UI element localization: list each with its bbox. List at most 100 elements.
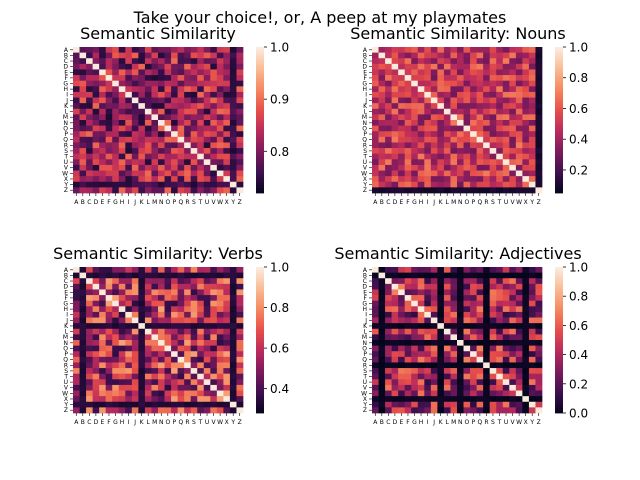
heatmap-cell [144, 97, 152, 104]
heatmap-cell [210, 103, 218, 110]
heatmap-cell [229, 97, 237, 104]
heatmap-cell [229, 187, 237, 194]
heatmap-cell [515, 334, 523, 341]
heatmap-cell [476, 47, 484, 53]
heatmap-cell [535, 63, 543, 70]
heatmap-cell [528, 170, 536, 177]
heatmap-cell [398, 120, 406, 126]
heatmap-cell [158, 97, 165, 104]
heatmap-cell [112, 52, 120, 59]
heatmap-cell [151, 120, 159, 126]
heatmap-cell [528, 317, 536, 324]
heatmap-cell [197, 142, 205, 149]
heatmap-cell [463, 334, 471, 341]
colorbar-segment [555, 286, 563, 290]
heatmap-cell [489, 295, 497, 302]
heatmap-cell [515, 379, 523, 386]
heatmap-cell [236, 91, 244, 98]
heatmap-cell [430, 373, 438, 380]
heatmap-cell [118, 407, 126, 414]
heatmap-cell [92, 176, 100, 183]
heatmap-cell [522, 181, 530, 188]
heatmap-cell [424, 80, 432, 87]
colorbar-segment [555, 318, 563, 321]
heatmap-cell [216, 47, 224, 53]
y-tick-label: Z [64, 407, 68, 414]
heatmap-cell [73, 120, 80, 126]
heatmap-cell [197, 401, 205, 408]
heatmap-cell [203, 75, 211, 82]
heatmap-cell [190, 69, 198, 76]
heatmap-cell [151, 108, 159, 115]
heatmap-cell [437, 289, 445, 296]
heatmap-cell [223, 131, 231, 138]
x-tick-label: T [497, 419, 502, 426]
heatmap-cell [411, 108, 419, 115]
colorbar-segment [555, 342, 563, 346]
colorbar-segment [256, 318, 264, 321]
heatmap-cell [86, 317, 93, 324]
heatmap-cell [164, 384, 172, 391]
heatmap-cell [171, 306, 178, 313]
heatmap-cell [515, 136, 523, 143]
heatmap-cell [450, 103, 458, 110]
heatmap-cell [470, 164, 477, 171]
heatmap-cell [502, 351, 510, 358]
heatmap-cell [118, 368, 126, 375]
heatmap-cell [203, 148, 211, 155]
x-tick-label: J [133, 199, 136, 206]
heatmap-cell [158, 306, 165, 313]
x-tick-label: H [419, 419, 424, 426]
heatmap-cell [411, 120, 419, 126]
heatmap-cell [99, 272, 107, 279]
heatmap-cell [86, 340, 93, 346]
heatmap-cell [131, 345, 139, 352]
heatmap-cell [528, 91, 536, 98]
heatmap-cell [131, 368, 139, 375]
heatmap-cell [476, 368, 484, 375]
heatmap-cell [210, 328, 218, 335]
heatmap-cell [476, 278, 484, 285]
heatmap-cell [528, 306, 536, 313]
heatmap-cell [190, 283, 198, 290]
heatmap-cell [99, 317, 107, 324]
heatmap-cell [118, 283, 126, 290]
heatmap-cell [223, 164, 231, 171]
heatmap-cell [112, 142, 120, 149]
heatmap-cell [509, 125, 517, 132]
colorbar-segment [256, 56, 264, 60]
colorbar-segment [256, 137, 264, 140]
heatmap-cell [125, 379, 133, 386]
heatmap-cell [190, 114, 198, 121]
heatmap-cell [99, 373, 107, 380]
heatmap-cell [470, 356, 477, 363]
heatmap-cell [190, 187, 198, 194]
heatmap-cell [476, 351, 484, 358]
heatmap-cell [502, 295, 510, 302]
heatmap-cell [417, 120, 425, 126]
heatmap-cell [210, 300, 218, 307]
heatmap-cell [489, 306, 497, 313]
heatmap-cell [417, 176, 425, 183]
heatmap-cell [391, 103, 399, 110]
colorbar-segment [256, 107, 264, 111]
heatmap-cell [463, 97, 471, 104]
heatmap-cell [522, 159, 530, 166]
heatmap-cell [424, 69, 432, 76]
heatmap-cell [197, 86, 205, 93]
heatmap-cell [223, 181, 231, 188]
heatmap-cell [86, 86, 93, 93]
heatmap-cell [430, 334, 438, 341]
colorbar-segment [256, 185, 264, 189]
heatmap-cell [125, 407, 133, 414]
colorbar-segment [555, 344, 563, 348]
heatmap-cell [112, 311, 120, 318]
heatmap-cell [443, 103, 451, 110]
heatmap-cell [515, 58, 523, 65]
heatmap-cell [496, 125, 504, 132]
heatmap-cell [177, 164, 185, 171]
heatmap-cell [463, 103, 471, 110]
heatmap-cell [236, 131, 244, 138]
heatmap-cell [151, 323, 159, 330]
x-tick-label: H [120, 419, 125, 426]
